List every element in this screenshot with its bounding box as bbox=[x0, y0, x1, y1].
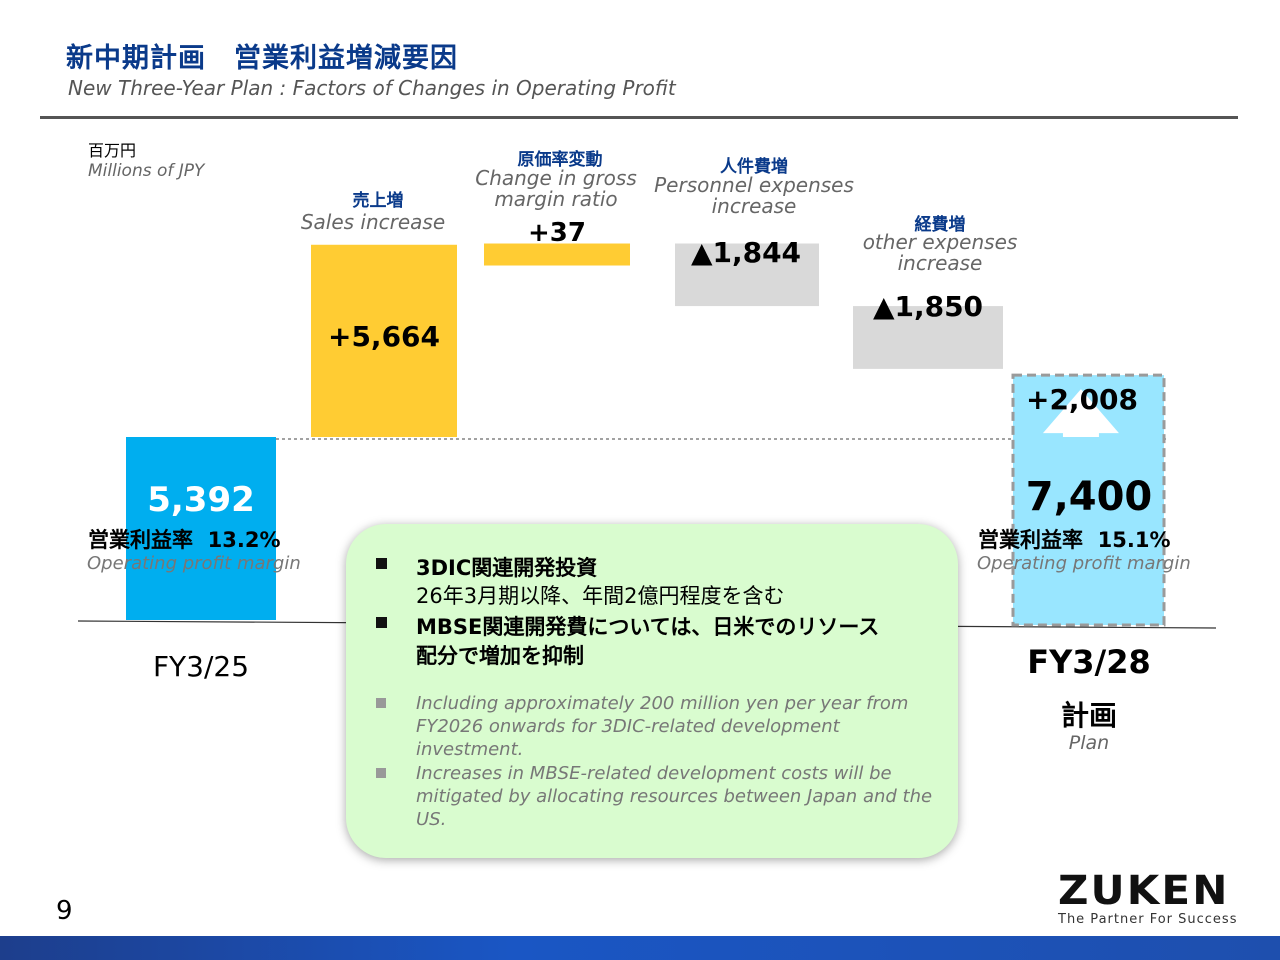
x-label-end: FY3/28 bbox=[1027, 643, 1151, 681]
margin-end-value: 15.1% bbox=[1097, 528, 1171, 552]
note-en-1-text: Including approximately 200 million yen … bbox=[416, 693, 909, 760]
category-label-ja-sales: 売上増 bbox=[352, 191, 404, 211]
logo-wordmark: ZUKEN bbox=[1058, 868, 1230, 914]
data-label-sales: +5,664 bbox=[327, 320, 441, 353]
category-label-en-expenses: other expenses increase bbox=[862, 230, 1018, 275]
category-label-en-personnel: Personnel expenses increase bbox=[654, 173, 854, 218]
data-label-end: 7,400 bbox=[1025, 474, 1153, 520]
note-en-2-text: Increases in MBSE-related development co… bbox=[416, 763, 933, 830]
logo-tagline: The Partner For Success bbox=[1058, 912, 1238, 927]
data-label-start: 5,392 bbox=[147, 480, 255, 520]
unit-label-en: Millions of JPY bbox=[88, 161, 205, 181]
margin-start-label-ja: 営業利益率 bbox=[88, 528, 193, 552]
x-label-start: FY3/25 bbox=[152, 650, 250, 683]
x-label-end-ja: 計画 bbox=[1060, 699, 1117, 732]
margin-end-label-en: Operating profit margin bbox=[977, 553, 1191, 574]
data-label-personnel: ▲1,844 bbox=[690, 236, 802, 269]
category-label-ja-margin: 原価率変動 bbox=[517, 150, 603, 170]
category-label-ja-personnel: 人件費増 bbox=[720, 157, 788, 177]
note-ja-2-line1: MBSE関連開発費については、日米でのリソース bbox=[416, 615, 880, 639]
margin-start-value: 13.2% bbox=[207, 528, 281, 552]
bullet-square-icon bbox=[376, 558, 387, 569]
data-label-change: +2,008 bbox=[1025, 383, 1139, 416]
margin-start-label: 営業利益率 13.2% bbox=[88, 524, 280, 554]
x-label-end-plan: Plan bbox=[1068, 732, 1110, 754]
bullet-square-icon bbox=[376, 617, 387, 628]
note-ja-2-line2: 配分で増加を抑制 bbox=[416, 644, 584, 668]
data-label-expenses: ▲1,850 bbox=[872, 290, 984, 323]
unit-label-ja: 百万円 bbox=[88, 141, 137, 160]
bullet-square-icon bbox=[376, 698, 386, 708]
note-ja-1-line2: 26年3月期以降、年間2億円程度を含む bbox=[416, 584, 785, 608]
title-divider bbox=[40, 116, 1238, 119]
data-label-margin: +37 bbox=[528, 218, 586, 248]
category-label-en-margin: Change in gross margin ratio bbox=[475, 166, 637, 211]
notes-callout: 3DIC関連開発投資 26年3月期以降、年間2億円程度を含む MBSE関連開発費… bbox=[346, 524, 958, 858]
margin-start-label-en: Operating profit margin bbox=[87, 553, 301, 574]
margin-end-label: 営業利益率 15.1% bbox=[978, 524, 1170, 554]
category-label-en-sales: Sales increase bbox=[300, 210, 446, 234]
page-title: 新中期計画 営業利益増減要因 bbox=[66, 43, 458, 74]
company-logo: ZUKEN The Partner For Success bbox=[1058, 868, 1248, 927]
margin-end-label-ja: 営業利益率 bbox=[978, 528, 1083, 552]
bullet-square-icon bbox=[376, 768, 386, 778]
note-ja-1-line1: 3DIC関連開発投資 bbox=[416, 556, 598, 580]
footer-band bbox=[0, 936, 1280, 960]
category-label-ja-expenses: 経費増 bbox=[914, 215, 966, 235]
page-subtitle: New Three-Year Plan : Factors of Changes… bbox=[68, 76, 676, 100]
page-number: 9 bbox=[56, 896, 73, 926]
